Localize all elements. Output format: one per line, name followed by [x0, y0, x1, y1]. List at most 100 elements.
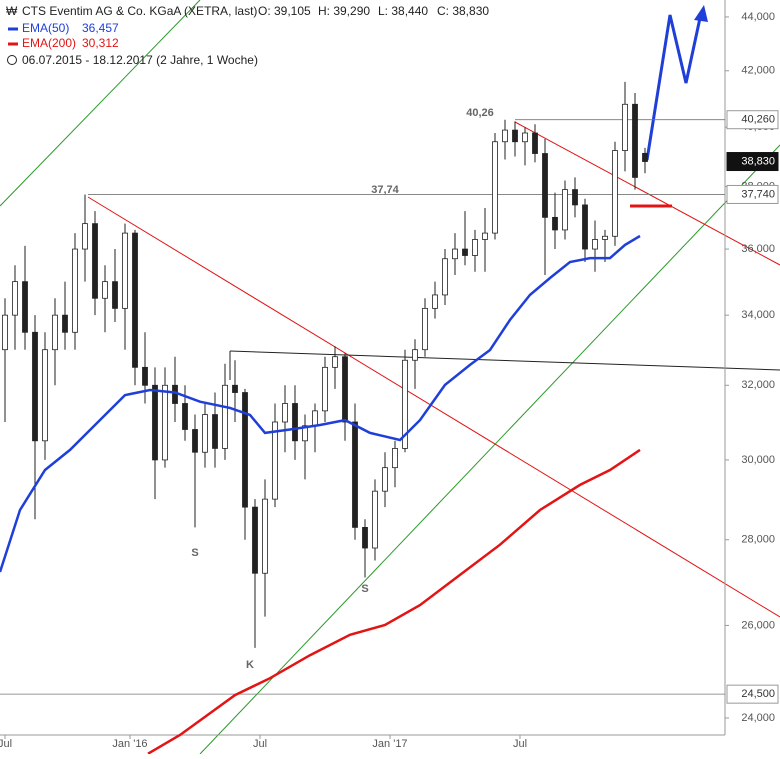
candle-body	[202, 414, 208, 453]
ema-line	[147, 448, 641, 755]
candle-body	[92, 223, 98, 299]
trend-line	[229, 350, 780, 371]
candle-body	[582, 204, 588, 250]
candle-body	[632, 103, 638, 178]
candle-body	[642, 152, 648, 162]
candle-body	[402, 359, 408, 449]
candle-body	[572, 189, 578, 206]
candle-body	[22, 281, 28, 333]
candle-body	[522, 132, 528, 143]
candle-body	[122, 232, 128, 309]
candle-body	[262, 498, 268, 574]
candle-body	[342, 356, 348, 423]
ohlc: L: 38,440	[378, 4, 428, 18]
price-box	[726, 110, 779, 130]
candle-body	[222, 384, 228, 449]
price-box	[726, 184, 779, 204]
candle-body	[332, 356, 338, 368]
y-tick-label: 36,000	[741, 243, 775, 255]
header: ₩ CTS Eventim AG & Co. KGaA (XETRA, last…	[6, 4, 489, 67]
candle-body	[552, 216, 558, 231]
price-label: 40,260	[741, 114, 775, 126]
annotation: 37,74	[371, 184, 399, 196]
trend-line	[87, 196, 780, 618]
candle-body	[62, 314, 68, 333]
x-tick-label: Jan '16	[112, 738, 147, 750]
candle-body	[2, 314, 8, 351]
date-range: 06.07.2015 - 18.12.2017 (2 Jahre, 1 Woch…	[22, 53, 258, 67]
candle-body	[352, 421, 358, 528]
ohlc: C: 38,830	[437, 4, 489, 18]
candle-body	[252, 506, 258, 574]
candle-body	[622, 103, 628, 151]
y-tick-label: 24,000	[741, 712, 775, 724]
candle-body	[502, 129, 508, 143]
candle-body	[562, 189, 568, 231]
candle-body	[442, 258, 448, 296]
candle-body	[12, 281, 18, 316]
candle-body	[162, 384, 168, 461]
price-label: 24,500	[741, 688, 775, 700]
trend-line	[199, 144, 780, 755]
candle-body	[602, 235, 608, 240]
annotation: S	[361, 583, 368, 595]
forecast-arrow	[645, 14, 702, 161]
candle-body	[212, 414, 218, 449]
candle-body	[362, 526, 368, 549]
candle-body	[492, 141, 498, 234]
candle-body	[612, 150, 618, 237]
candle-body	[112, 281, 118, 309]
candle-body	[432, 294, 438, 309]
x-tick-label: Jul	[0, 738, 12, 750]
candle-body	[322, 366, 328, 412]
clock-icon	[7, 55, 17, 65]
candle-body	[182, 403, 188, 430]
candle-body	[592, 239, 598, 250]
candle-body	[542, 153, 548, 218]
candle-body	[482, 232, 488, 240]
legend-label: EMA(200)	[22, 36, 76, 50]
symbol-icon: ₩	[6, 4, 18, 18]
candle-body	[412, 349, 418, 361]
candle-body	[82, 223, 88, 250]
candle-body	[382, 467, 388, 492]
legend-label: EMA(50)	[22, 21, 69, 35]
candle-body	[292, 403, 298, 442]
candle-body	[472, 239, 478, 256]
forecast-arrowhead	[694, 5, 708, 22]
ohlc: O: 39,105	[258, 4, 311, 18]
candle-body	[232, 384, 238, 393]
ema-line	[0, 234, 641, 573]
candle-body	[312, 410, 318, 427]
annotation: S	[191, 547, 198, 559]
candle-body	[102, 281, 108, 299]
candle-body	[132, 232, 138, 368]
candle-body	[512, 129, 518, 143]
y-tick-label: 30,000	[741, 454, 775, 466]
candle-body	[422, 307, 428, 351]
candle-body	[282, 403, 288, 423]
candle-body	[42, 349, 48, 442]
price-box	[726, 684, 779, 704]
candle-body	[32, 331, 38, 442]
title: CTS Eventim AG & Co. KGaA (XETRA, last)	[22, 4, 257, 18]
candle-body	[242, 392, 248, 508]
y-tick-label: 26,000	[741, 619, 775, 631]
candle-body	[152, 384, 158, 461]
annotation: K	[246, 659, 254, 671]
trend-line	[0, 0, 201, 207]
price-box	[726, 152, 779, 172]
candle-body	[372, 490, 378, 549]
x-tick-label: Jul	[513, 738, 527, 750]
candle-body	[302, 425, 308, 442]
annotation: 40,26	[466, 107, 494, 119]
candle-body	[452, 248, 458, 260]
x-tick-label: Jan '17	[372, 738, 407, 750]
x-tick-label: Jul	[253, 738, 267, 750]
candle-body	[462, 248, 468, 256]
y-tick-label: 42,000	[741, 65, 775, 77]
candle-body	[192, 429, 198, 453]
candle-body	[72, 248, 78, 333]
